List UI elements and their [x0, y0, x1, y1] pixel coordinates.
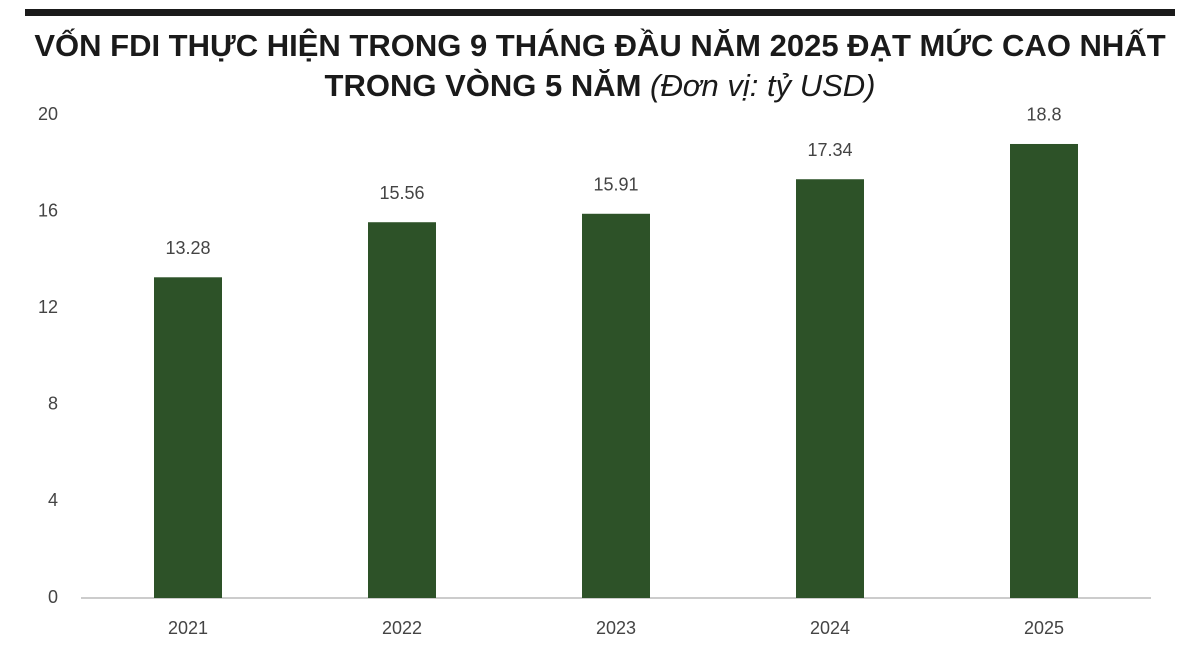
- y-tick-label: 12: [38, 297, 58, 317]
- x-tick-label: 2024: [810, 618, 850, 638]
- y-tick-label: 0: [48, 587, 58, 607]
- bar: [368, 222, 436, 598]
- x-tick-label: 2023: [596, 618, 636, 638]
- value-label: 15.91: [593, 175, 638, 195]
- y-tick-label: 4: [48, 490, 58, 510]
- x-tick-label: 2021: [168, 618, 208, 638]
- value-label: 18.8: [1026, 105, 1061, 125]
- bar: [582, 213, 650, 598]
- bar: [1010, 143, 1078, 599]
- title-text: VỐN FDI THỰC HIỆN TRONG 9 THÁNG ĐẦU NĂM …: [34, 28, 1166, 103]
- y-tick-label: 20: [38, 104, 58, 124]
- unit-label: (Đơn vị: tỷ USD): [650, 68, 876, 103]
- y-tick-label: 8: [48, 394, 58, 414]
- chart-title: VỐN FDI THỰC HIỆN TRONG 9 THÁNG ĐẦU NĂM …: [30, 26, 1170, 106]
- x-tick-label: 2022: [382, 618, 422, 638]
- value-label: 13.28: [165, 238, 210, 258]
- x-tick-label: 2025: [1024, 618, 1064, 638]
- bar: [154, 277, 222, 598]
- value-label: 17.34: [807, 140, 852, 160]
- y-tick-label: 16: [38, 200, 58, 220]
- value-label: 15.56: [379, 183, 424, 203]
- bar: [796, 179, 864, 598]
- top-bar: [25, 9, 1175, 16]
